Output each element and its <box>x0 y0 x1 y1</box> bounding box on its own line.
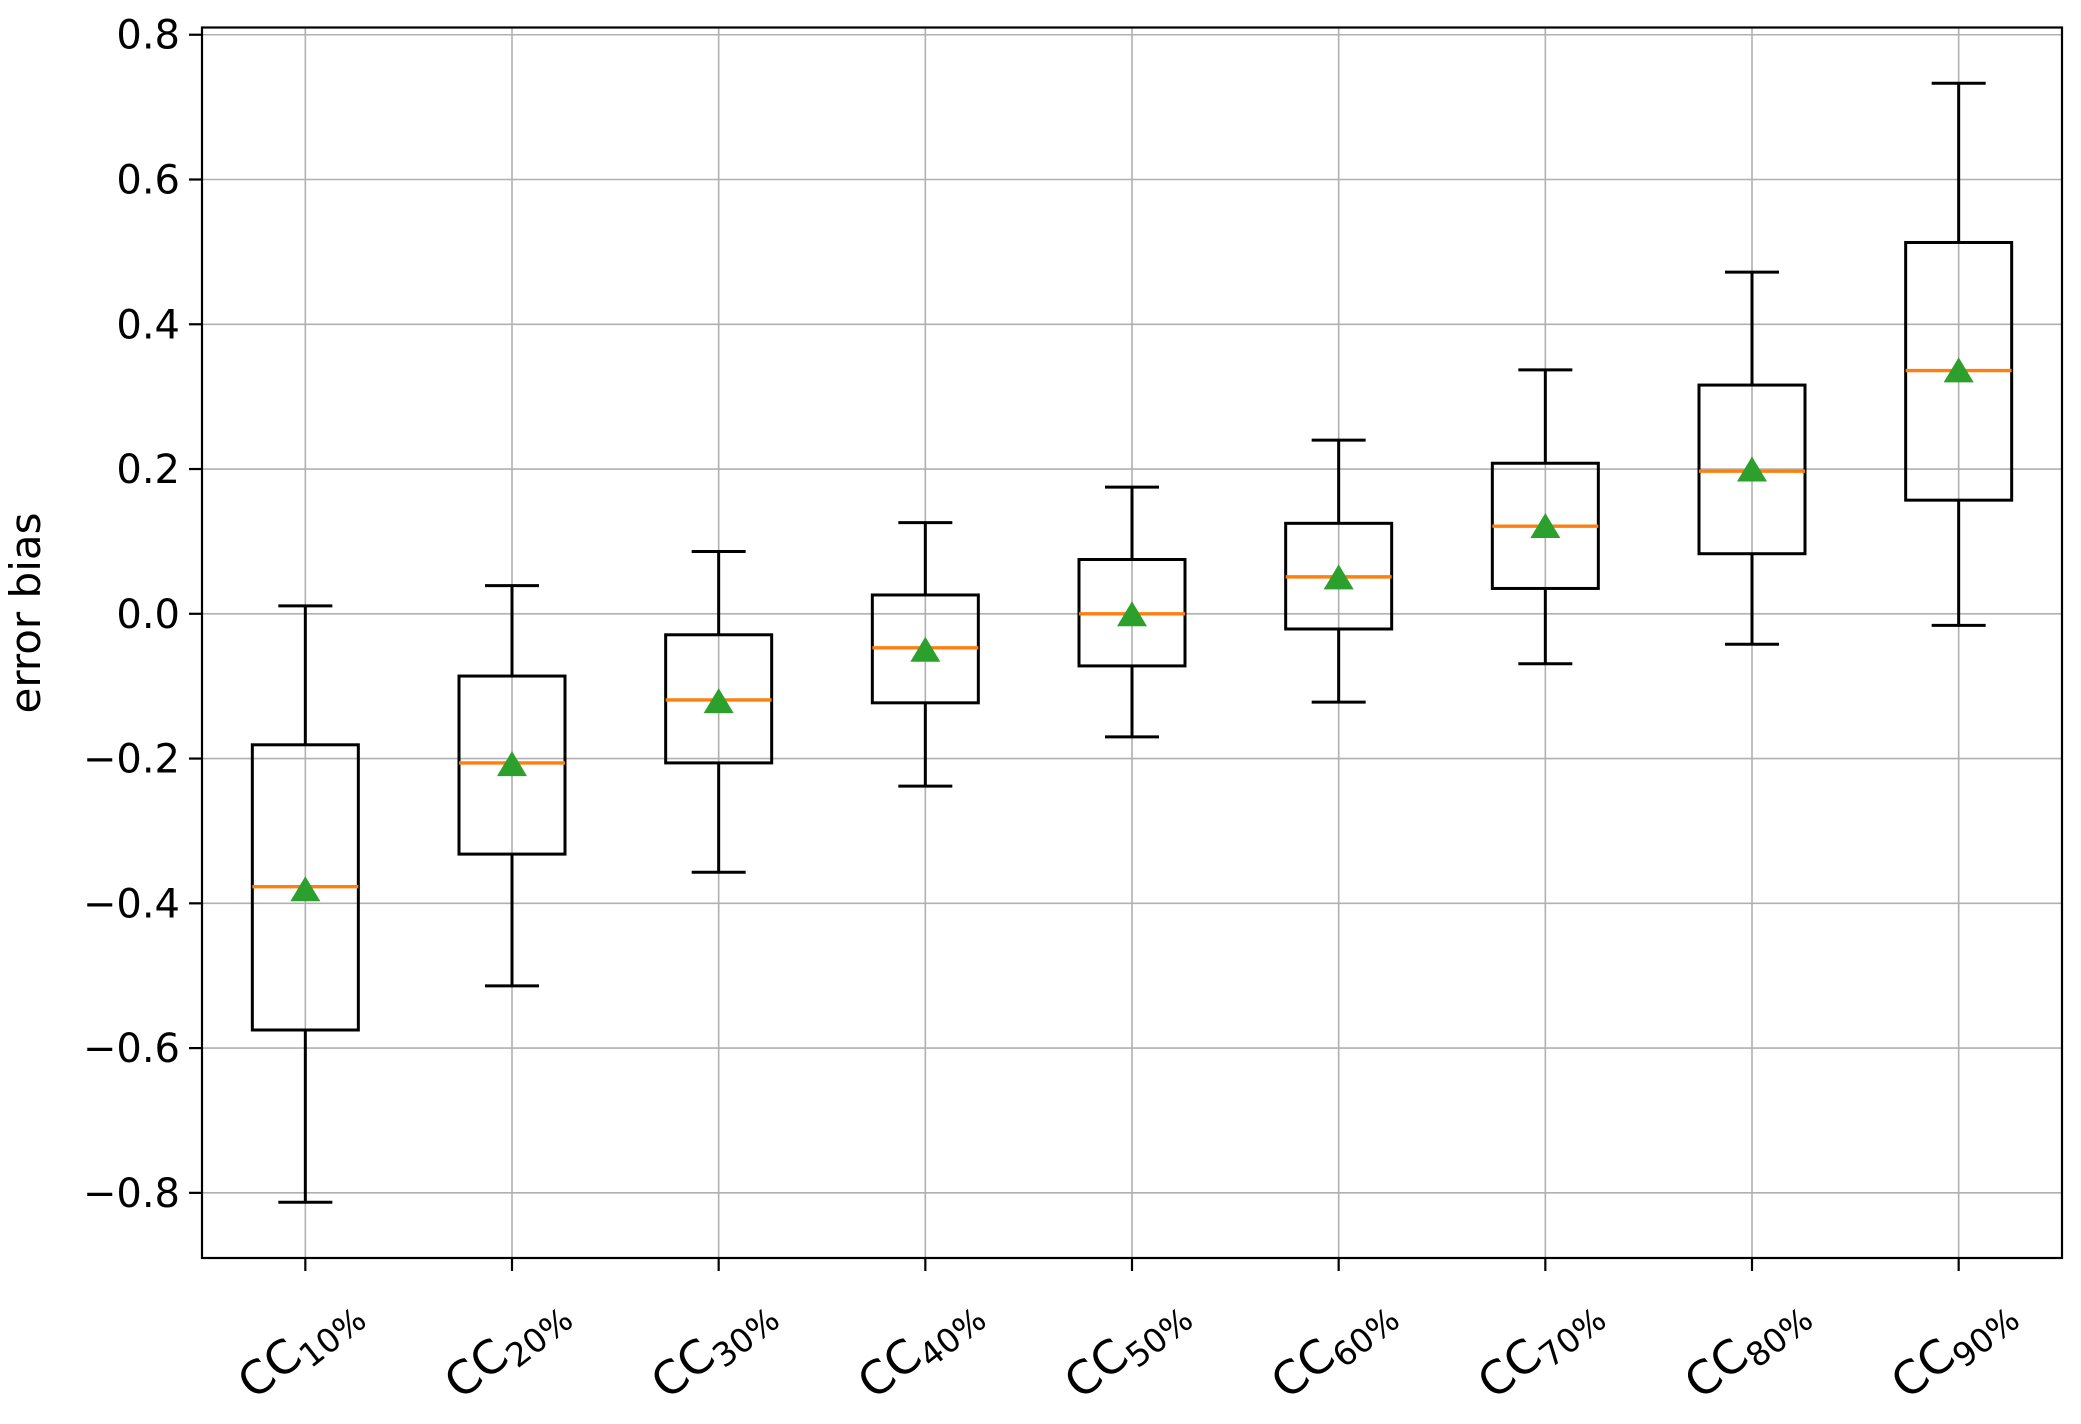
x-tick-label: CC60% <box>1261 1282 1407 1415</box>
boxplot-CC70% <box>1490 368 1600 666</box>
boxes-layer <box>250 81 2014 1204</box>
mean-marker <box>1737 456 1767 482</box>
x-tick-label: CC10% <box>227 1282 373 1415</box>
axis-layer: −0.8 −0.6 −0.4 −0.2 0.0 0.2 0.4 0.6 0.8 CC10% CC20… <box>83 13 2027 1415</box>
y-axis-label: error bias <box>1 513 50 714</box>
x-tick-label: CC80% <box>1674 1282 1820 1415</box>
y-tick-label: 0.4 <box>116 302 180 348</box>
x-tick-label: CC20% <box>434 1282 580 1415</box>
x-tick-label: CC90% <box>1881 1282 2027 1415</box>
boxplot-CC30% <box>664 550 774 874</box>
x-tick-label: CC50% <box>1054 1282 1200 1415</box>
mean-marker <box>910 636 941 662</box>
iqr-box <box>1697 383 1807 556</box>
y-tick-label: 0.8 <box>116 13 180 59</box>
boxplot-CC10% <box>250 604 360 1204</box>
mean-marker <box>1323 564 1354 590</box>
plot-frame <box>200 26 2064 1260</box>
mean-marker <box>1943 357 1974 383</box>
mean-marker <box>703 688 734 714</box>
boxplot-CC60% <box>1284 438 1394 704</box>
y-tick-label: −0.8 <box>83 1171 180 1217</box>
y-tick-label: −0.4 <box>83 881 180 927</box>
boxplot-CC80% <box>1697 270 1807 646</box>
mean-marker <box>1117 601 1147 627</box>
boxplot-CC50% <box>1077 485 1187 739</box>
mean-marker <box>497 751 527 777</box>
y-tick-label: −0.6 <box>83 1026 180 1072</box>
boxplot-CC20% <box>457 584 567 988</box>
mean-marker <box>290 876 321 902</box>
grid-layer <box>202 27 2062 1258</box>
x-tick-label: CC40% <box>847 1282 993 1415</box>
iqr-box <box>457 674 567 856</box>
mean-marker <box>1530 512 1561 538</box>
y-tick-label: 0.2 <box>116 447 180 493</box>
x-tick-label: CC70% <box>1467 1282 1613 1415</box>
boxplot-CC90% <box>1904 81 2014 627</box>
y-tick-label: −0.2 <box>83 737 180 783</box>
x-tick-label: CC30% <box>641 1282 787 1415</box>
y-tick-label: 0.0 <box>116 592 180 638</box>
y-tick-label: 0.6 <box>116 158 180 204</box>
boxplot-CC40% <box>870 521 980 788</box>
